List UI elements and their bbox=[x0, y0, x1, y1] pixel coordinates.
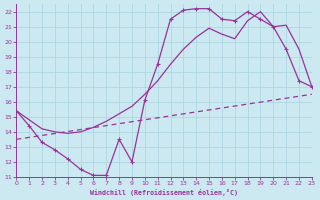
X-axis label: Windchill (Refroidissement éolien,°C): Windchill (Refroidissement éolien,°C) bbox=[90, 189, 238, 196]
